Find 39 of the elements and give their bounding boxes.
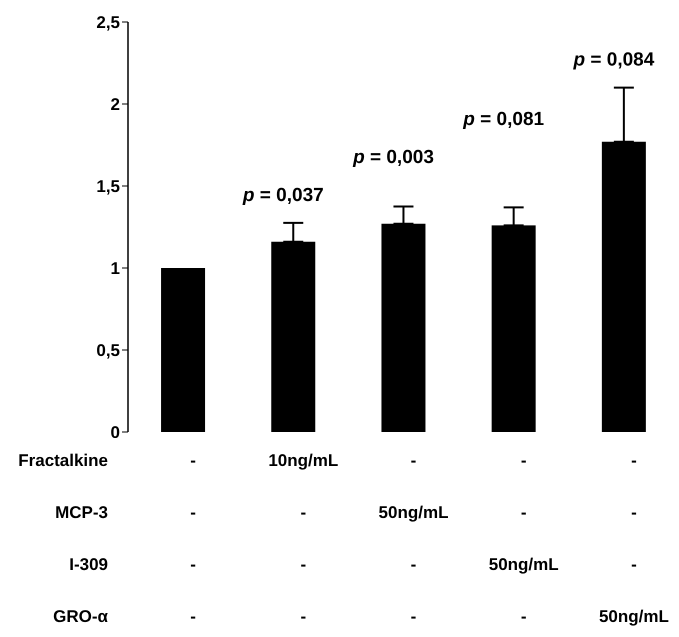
- text: -: [520, 503, 527, 522]
- text: -: [300, 503, 306, 522]
- annotation: p = 0,081: [462, 108, 545, 130]
- text: -: [631, 503, 637, 522]
- annotation: p = 0,084: [572, 50, 655, 71]
- bar: [381, 224, 426, 432]
- annotation: p = 0,003: [352, 146, 434, 168]
- text: -: [410, 555, 416, 574]
- y-tick-label: 2: [110, 95, 120, 114]
- text: -: [631, 451, 637, 470]
- text: I-309: [69, 555, 108, 574]
- text: -: [520, 607, 527, 626]
- bar: [271, 242, 316, 432]
- text: 50ng/mL: [598, 607, 669, 626]
- y-tick-label: 2,5: [96, 13, 120, 32]
- bar: [602, 142, 646, 432]
- text: -: [410, 451, 416, 470]
- text: 50ng/mL: [378, 503, 448, 522]
- text: -: [190, 555, 196, 574]
- y-tick-label: 0: [110, 423, 120, 442]
- text: -: [300, 555, 306, 574]
- text: -: [631, 555, 637, 574]
- text: Fractalkine: [18, 451, 108, 470]
- text: 10ng/mL: [268, 451, 338, 470]
- text: -: [300, 607, 306, 626]
- text: -: [520, 451, 527, 470]
- y-tick-label: 1: [110, 259, 120, 278]
- y-tick-label: 1,5: [96, 177, 120, 196]
- text: -: [190, 503, 196, 522]
- y-tick-label: 0,5: [96, 341, 120, 360]
- bar: [492, 225, 536, 432]
- text: GRO-α: [53, 607, 109, 626]
- text: -: [190, 607, 196, 626]
- text: MCP-3: [55, 503, 108, 522]
- text: -: [190, 451, 196, 470]
- text: -: [410, 607, 416, 626]
- text: 50ng/mL: [488, 555, 559, 574]
- bar: [161, 268, 206, 432]
- annotation: p = 0,037: [242, 184, 324, 206]
